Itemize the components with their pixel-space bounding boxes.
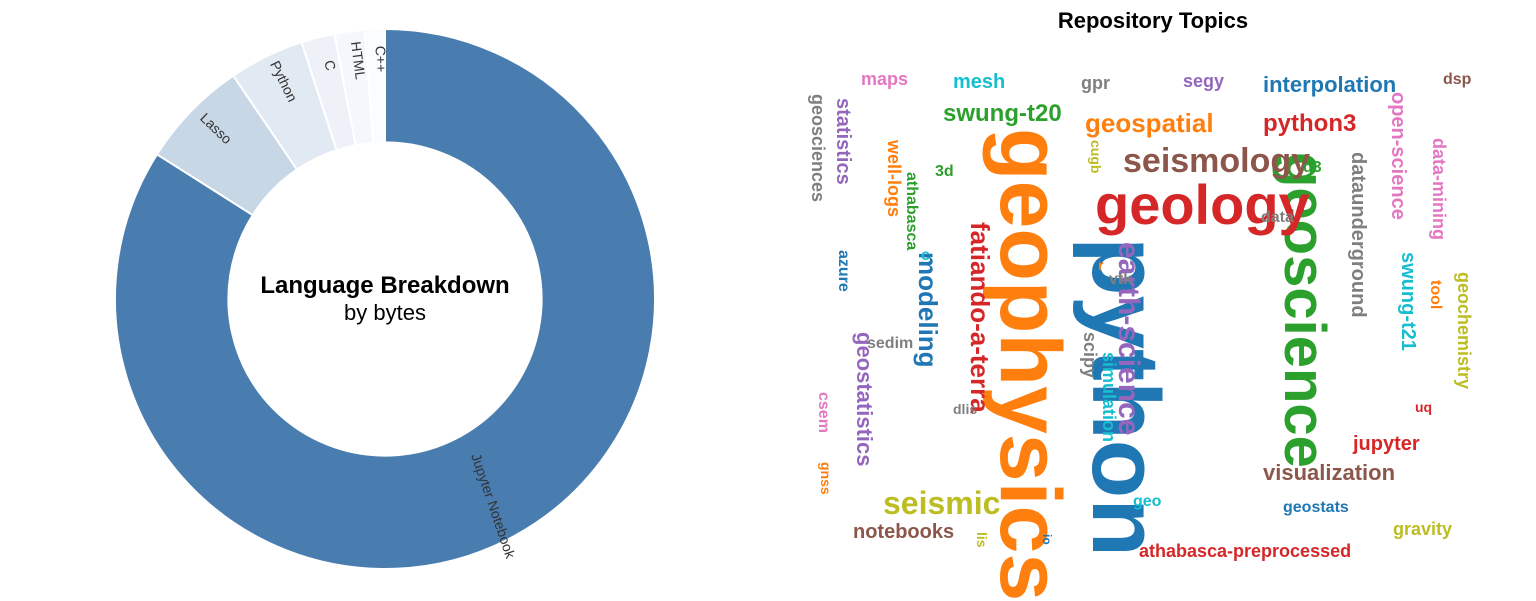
wordcloud-area: pythongeophysicsgeosciencegeologyseismol… [813,42,1493,582]
wordcloud-word: data [1261,210,1294,226]
wordcloud-word: mesh [953,72,1005,92]
wordcloud-word: jupyter [1353,434,1420,454]
wordcloud-word: simulation [1100,352,1118,442]
wordcloud-word: vtk [1109,272,1132,288]
donut-slice-label: C++ [372,45,389,72]
wordcloud-word: gpr [1081,74,1110,92]
wordcloud-word: athabasca [903,172,919,250]
wordcloud-word: gnss [819,462,833,495]
wordcloud-word: swung-t20 [943,102,1062,126]
wordcloud-word: modeling [915,252,941,368]
wordcloud-word: azure [835,250,851,292]
wordcloud-word: sedim [867,336,913,352]
wordcloud-word: seismic [883,487,1000,519]
wordcloud-word: tool [1427,280,1443,309]
wordcloud-word: gravity [1393,520,1452,538]
wordcloud-word: swung-t21 [1398,252,1418,351]
wordcloud-word: athabasca-preprocessed [1139,542,1351,560]
wordcloud-word: dataunderground [1348,152,1368,318]
wordcloud-word: c [921,248,930,264]
wordcloud-word: geo [1133,494,1161,510]
donut-title: Language Breakdown [260,272,509,300]
wordcloud-word: well-logs [885,140,903,217]
wordcloud-title: Repository Topics [770,0,1536,34]
wordcloud-word: geostats [1283,500,1349,516]
wordcloud-word: open-science [1388,92,1408,220]
wordcloud-panel: Repository Topics pythongeophysicsgeosci… [770,0,1536,598]
donut-chart: Jupyter NotebookLassoPythonCHTMLC++ Lang… [95,9,675,589]
wordcloud-word: statistics [833,98,853,185]
wordcloud-word: r [1098,258,1103,272]
wordcloud-word: maps [861,70,908,88]
wordcloud-word: seismology [1123,144,1310,178]
wordcloud-word: data-mining [1430,138,1448,240]
donut-subtitle: by bytes [260,300,509,326]
wordcloud-word: scipy [1081,332,1099,378]
wordcloud-word: dsp [1443,72,1471,88]
wordcloud-word: dlis [953,402,977,416]
wordcloud-word: geosciences [809,94,827,202]
wordcloud-word: d3 [1303,160,1322,176]
wordcloud-word: geostatistics [853,332,875,467]
wordcloud-word: geophysics [987,128,1073,601]
wordcloud-word: cugb [1089,140,1103,173]
wordcloud-word: uq [1415,400,1432,414]
wordcloud-word: csem [815,392,831,433]
wordcloud-word: geospatial [1085,110,1214,136]
wordcloud-word: visualization [1263,462,1395,484]
wordcloud-word: io [1041,534,1053,545]
wordcloud-word: notebooks [853,522,954,542]
donut-panel: Jupyter NotebookLassoPythonCHTMLC++ Lang… [0,0,770,598]
wordcloud-word: 3d [935,164,954,180]
wordcloud-word: segy [1183,72,1224,90]
wordcloud-word: fatiando-a-terra [967,222,993,413]
wordcloud-word: lis [975,532,989,548]
wordcloud-word: python3 [1263,112,1356,136]
donut-center-label: Language Breakdown by bytes [260,272,509,326]
wordcloud-word: interpolation [1263,74,1396,96]
wordcloud-word: geochemistry [1455,272,1473,389]
